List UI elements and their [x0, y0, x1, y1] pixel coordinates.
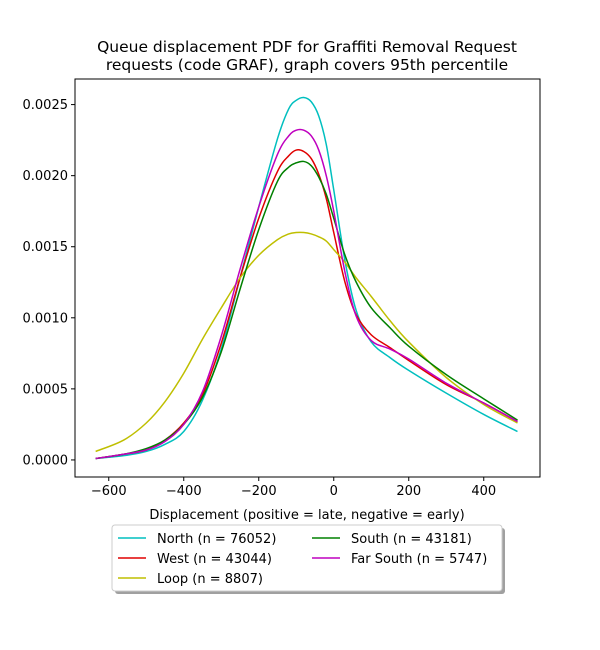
- series-line-2: [95, 231, 518, 453]
- x-tick-label: −400: [166, 484, 202, 499]
- y-tick-label: 0.0025: [23, 98, 69, 113]
- y-tick-label: 0.0010: [23, 311, 69, 326]
- series-line-0: [95, 96, 518, 460]
- legend-label-0: North (n = 76052): [157, 532, 276, 547]
- x-axis-label: Displacement (positive = late, negative …: [149, 508, 464, 523]
- y-tick-label: 0.0000: [23, 453, 69, 468]
- series-layer: [95, 96, 518, 460]
- chart-title-line-1: Queue displacement PDF for Graffiti Remo…: [97, 38, 517, 56]
- series-line-4: [95, 128, 518, 460]
- x-tick-label: 400: [471, 484, 496, 499]
- y-axis: 0.0000 0.0005 0.0010 0.0015 0.0020 0.0025: [23, 98, 75, 468]
- chart-title-line-2: requests (code GRAF), graph covers 95th …: [106, 56, 508, 74]
- legend: North (n = 76052) West (n = 43044) Loop (n…: [111, 524, 505, 594]
- series-line-1: [95, 149, 518, 460]
- x-tick-label: −600: [91, 484, 127, 499]
- x-axis: −600 −400 −200 0 200 400: [91, 477, 496, 499]
- y-tick-label: 0.0005: [23, 382, 69, 397]
- legend-label-4: Far South (n = 5747): [351, 552, 487, 567]
- legend-box: [111, 524, 503, 592]
- plot-frame: [74, 78, 541, 478]
- y-tick-label: 0.0015: [23, 240, 69, 255]
- legend-label-1: West (n = 43044): [157, 552, 272, 567]
- legend-label-3: South (n = 43181): [351, 532, 472, 547]
- series-line-3: [95, 160, 518, 460]
- y-tick-label: 0.0020: [23, 169, 69, 184]
- x-tick-label: 0: [330, 484, 338, 499]
- x-tick-label: −200: [241, 484, 277, 499]
- legend-items: North (n = 76052) West (n = 43044) Loop (n…: [118, 532, 487, 587]
- x-tick-label: 200: [396, 484, 421, 499]
- legend-label-2: Loop (n = 8807): [157, 572, 263, 587]
